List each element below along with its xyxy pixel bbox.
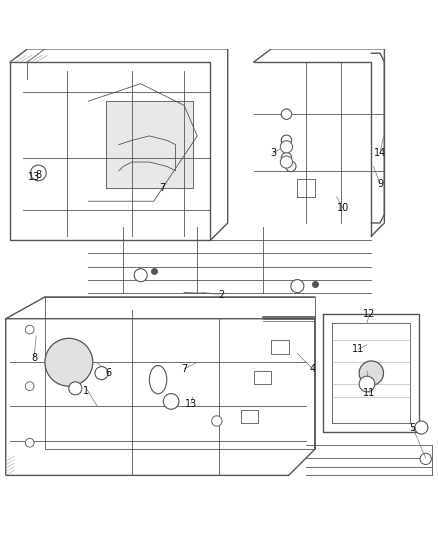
Text: 7: 7 [159, 183, 166, 193]
Circle shape [212, 416, 222, 426]
Circle shape [45, 338, 93, 386]
Circle shape [291, 279, 304, 293]
Circle shape [69, 382, 82, 395]
Circle shape [134, 269, 147, 282]
Ellipse shape [149, 366, 167, 394]
Text: 13: 13 [184, 399, 197, 409]
Text: 3: 3 [270, 148, 276, 158]
Polygon shape [106, 101, 193, 188]
Text: 13: 13 [28, 172, 40, 182]
Text: 6: 6 [105, 368, 111, 378]
Circle shape [280, 141, 293, 153]
Text: 1: 1 [83, 385, 89, 395]
Text: 10: 10 [337, 203, 349, 213]
Text: 11: 11 [363, 387, 375, 398]
Text: 4: 4 [310, 364, 316, 374]
Text: 2: 2 [218, 290, 224, 300]
Circle shape [415, 421, 428, 434]
Text: 7: 7 [181, 364, 187, 374]
Circle shape [359, 376, 375, 392]
Circle shape [420, 453, 431, 465]
Text: 14: 14 [374, 148, 386, 158]
Text: 5: 5 [410, 423, 416, 433]
Text: 8: 8 [35, 170, 42, 180]
Circle shape [359, 361, 384, 385]
Circle shape [281, 135, 292, 146]
Circle shape [31, 165, 46, 181]
Circle shape [25, 325, 34, 334]
Text: 9: 9 [377, 179, 383, 189]
Circle shape [286, 161, 296, 172]
Circle shape [25, 382, 34, 391]
Circle shape [95, 367, 108, 379]
Circle shape [280, 156, 293, 168]
Text: 11: 11 [352, 344, 364, 354]
Circle shape [281, 109, 292, 119]
Text: 8: 8 [31, 353, 37, 363]
FancyBboxPatch shape [271, 341, 289, 353]
Circle shape [163, 393, 179, 409]
Circle shape [25, 439, 34, 447]
FancyBboxPatch shape [241, 410, 258, 423]
Circle shape [281, 152, 292, 163]
Text: 12: 12 [363, 309, 375, 319]
FancyBboxPatch shape [254, 371, 271, 384]
